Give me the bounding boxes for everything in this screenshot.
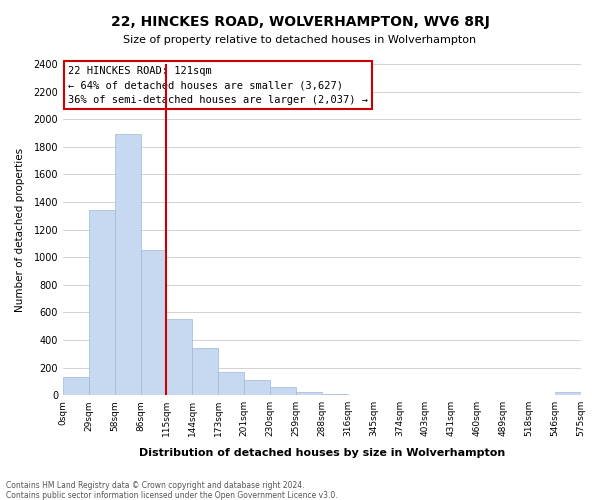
Bar <box>244 380 270 395</box>
Bar <box>140 250 166 395</box>
Bar <box>115 134 140 395</box>
Text: 22 HINCKES ROAD: 121sqm
← 64% of detached houses are smaller (3,627)
36% of semi: 22 HINCKES ROAD: 121sqm ← 64% of detache… <box>68 66 368 106</box>
Bar <box>554 392 581 395</box>
Bar <box>166 320 193 395</box>
Text: Size of property relative to detached houses in Wolverhampton: Size of property relative to detached ho… <box>124 35 476 45</box>
X-axis label: Distribution of detached houses by size in Wolverhampton: Distribution of detached houses by size … <box>139 448 505 458</box>
Bar <box>63 377 89 395</box>
Text: 22, HINCKES ROAD, WOLVERHAMPTON, WV6 8RJ: 22, HINCKES ROAD, WOLVERHAMPTON, WV6 8RJ <box>110 15 490 29</box>
Text: Contains HM Land Registry data © Crown copyright and database right 2024.: Contains HM Land Registry data © Crown c… <box>6 481 305 490</box>
Bar <box>89 210 115 395</box>
Bar <box>296 392 322 395</box>
Bar <box>322 394 347 395</box>
Bar <box>218 372 244 395</box>
Bar <box>193 348 218 395</box>
Y-axis label: Number of detached properties: Number of detached properties <box>15 148 25 312</box>
Bar <box>270 387 296 395</box>
Text: Contains public sector information licensed under the Open Government Licence v3: Contains public sector information licen… <box>6 491 338 500</box>
